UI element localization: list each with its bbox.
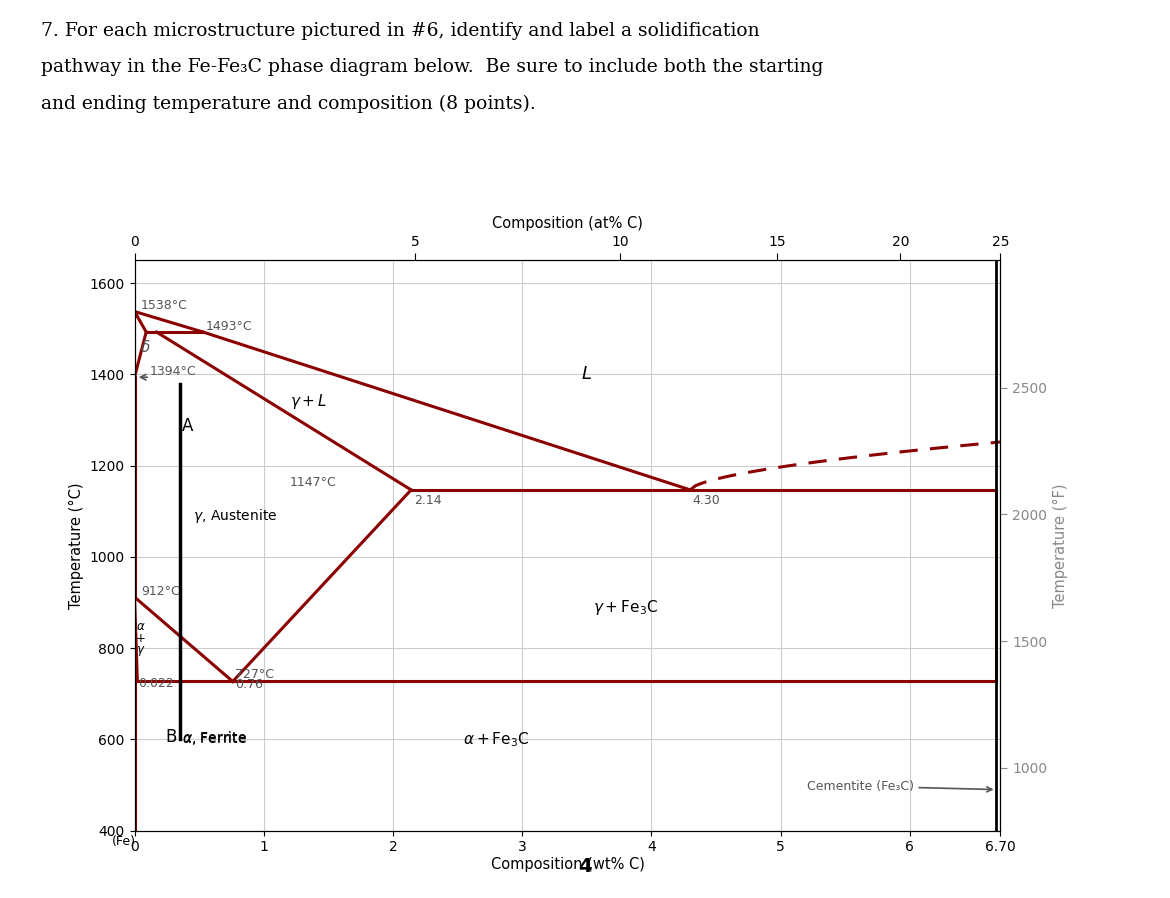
Text: 1394°C: 1394°C bbox=[150, 365, 197, 378]
Text: 0.76: 0.76 bbox=[235, 678, 263, 691]
Y-axis label: Temperature (°C): Temperature (°C) bbox=[69, 482, 84, 609]
Text: $\alpha$, Ferrite: $\alpha$, Ferrite bbox=[183, 728, 247, 745]
X-axis label: Composition (wt% C): Composition (wt% C) bbox=[490, 858, 645, 872]
Text: $\delta$: $\delta$ bbox=[139, 339, 150, 355]
Text: 1147°C: 1147°C bbox=[290, 476, 336, 489]
Text: A: A bbox=[183, 418, 194, 436]
Text: 4.30: 4.30 bbox=[693, 495, 721, 507]
Text: 0.022: 0.022 bbox=[138, 677, 173, 691]
Text: 1493°C: 1493°C bbox=[206, 320, 253, 333]
Text: $\gamma + \mathrm{Fe_3C}$: $\gamma + \mathrm{Fe_3C}$ bbox=[593, 598, 659, 617]
Text: 1538°C: 1538°C bbox=[142, 299, 188, 313]
Text: $\alpha$, Ferrite: $\alpha$, Ferrite bbox=[183, 730, 247, 747]
Text: 727°C: 727°C bbox=[235, 668, 274, 681]
Text: Cementite (Fe₃C): Cementite (Fe₃C) bbox=[806, 779, 992, 793]
Text: B: B bbox=[166, 727, 177, 745]
Text: $L$: $L$ bbox=[581, 365, 592, 383]
Text: (Fe): (Fe) bbox=[112, 835, 136, 849]
Text: 2.14: 2.14 bbox=[414, 495, 441, 507]
Y-axis label: Temperature (°F): Temperature (°F) bbox=[1053, 483, 1068, 608]
Text: pathway in the Fe-Fe₃C phase diagram below.  Be sure to include both the startin: pathway in the Fe-Fe₃C phase diagram bel… bbox=[41, 58, 824, 76]
Text: 912°C: 912°C bbox=[142, 585, 180, 598]
Text: and ending temperature and composition (8 points).: and ending temperature and composition (… bbox=[41, 94, 536, 112]
Text: 7. For each microstructure pictured in #6, identify and label a solidification: 7. For each microstructure pictured in #… bbox=[41, 22, 759, 40]
Text: 4: 4 bbox=[578, 857, 592, 876]
X-axis label: Composition (at% C): Composition (at% C) bbox=[493, 216, 642, 231]
Text: $\alpha$
+
$\gamma$: $\alpha$ + $\gamma$ bbox=[136, 620, 146, 658]
Text: $\alpha + \mathrm{Fe_3C}$: $\alpha + \mathrm{Fe_3C}$ bbox=[463, 730, 530, 749]
Text: $\gamma$, Austenite: $\gamma$, Austenite bbox=[193, 507, 277, 525]
Text: $\gamma + L$: $\gamma + L$ bbox=[290, 392, 326, 411]
